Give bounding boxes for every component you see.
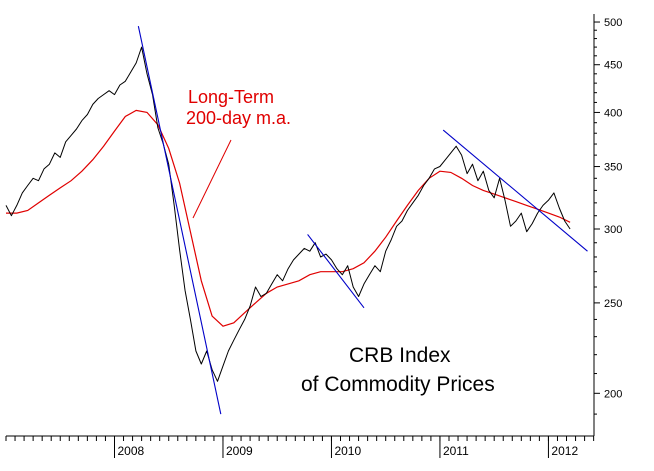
x-year-label: 2011 bbox=[443, 444, 469, 458]
text-layer: Long-Term 200-day m.a. CRB Index of Comm… bbox=[186, 87, 495, 396]
chart-title-line-2: of Commodity Prices bbox=[301, 373, 495, 396]
y-tick-label: 250 bbox=[604, 298, 622, 310]
y-tick-label: 500 bbox=[604, 17, 622, 29]
x-year-label: 2009 bbox=[226, 444, 253, 458]
trendline bbox=[442, 129, 588, 252]
moving-average-layer bbox=[6, 109, 571, 327]
price-layer bbox=[5, 46, 571, 382]
moving-average-line bbox=[6, 109, 571, 327]
x-year-label: 2012 bbox=[551, 444, 578, 458]
y-tick-label: 450 bbox=[604, 60, 622, 72]
y-tick-label: 400 bbox=[604, 107, 622, 119]
trendline bbox=[307, 234, 365, 309]
x-year-label: 2008 bbox=[117, 444, 144, 458]
y-tick-label: 200 bbox=[604, 388, 622, 400]
trendline-layer bbox=[137, 25, 588, 415]
chart-title-line-1: CRB Index bbox=[349, 344, 451, 367]
y-tick-label: 350 bbox=[604, 162, 622, 174]
trendline bbox=[137, 25, 222, 415]
annotation-line-1: Long-Term bbox=[188, 87, 274, 107]
y-tick-label: 300 bbox=[604, 224, 622, 236]
axes-layer: 200 250 300 350 400 450 500 2008 2009 2010 2011 201… bbox=[5, 14, 622, 458]
x-year-label: 2010 bbox=[334, 444, 361, 458]
price-line bbox=[5, 46, 571, 382]
annotation-pointer bbox=[192, 139, 232, 219]
annotation-line-2: 200-day m.a. bbox=[186, 108, 291, 128]
